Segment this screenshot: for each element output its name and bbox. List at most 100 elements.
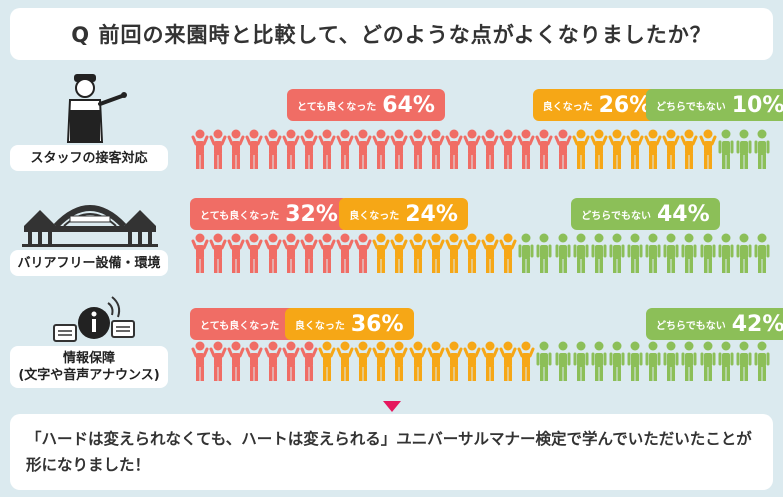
- pill-label: 良くなった: [294, 320, 345, 332]
- pill-value: 42%: [731, 311, 783, 337]
- person-icon-improved: [572, 129, 590, 169]
- person-icon-very-improved: [227, 341, 245, 381]
- person-icon-very-improved: [282, 129, 300, 169]
- person-icon-improved: [644, 129, 662, 169]
- person-icon-neutral: [754, 233, 770, 273]
- pill-value: 64%: [382, 92, 435, 118]
- person-icon-very-improved: [318, 233, 336, 273]
- pill-value: 24%: [405, 201, 458, 227]
- person-icon-very-improved: [209, 233, 227, 273]
- conclusion-box: 「ハードは変えられなくても、ハートは変えられる」ユニバーサルマナー検定で学んでい…: [10, 414, 773, 490]
- person-icon-improved: [445, 233, 463, 273]
- person-icon-very-improved: [245, 233, 263, 273]
- person-icon-neutral: [663, 341, 679, 381]
- person-icon-neutral: [718, 341, 734, 381]
- person-icon-very-improved: [354, 233, 372, 273]
- pill-improved: 良くなった 24%: [339, 198, 468, 230]
- person-icon-very-improved: [191, 129, 209, 169]
- person-icon-very-improved: [372, 129, 390, 169]
- person-icon-neutral: [536, 233, 552, 273]
- person-icon-improved: [481, 341, 499, 381]
- person-icon-very-improved: [336, 233, 354, 273]
- category-label-barrierfree: バリアフリー設備・環境: [10, 250, 168, 276]
- person-icon-neutral: [681, 341, 697, 381]
- person-icon-very-improved: [463, 129, 481, 169]
- person-icon-very-improved: [209, 341, 227, 381]
- person-icon-very-improved: [227, 233, 245, 273]
- person-icon-neutral: [736, 129, 752, 169]
- person-icon-neutral: [700, 341, 715, 381]
- person-icon-neutral: [573, 233, 589, 273]
- category-label-line: (文字や音声アナウンス): [18, 368, 160, 383]
- pill-label: どちらでもない: [656, 101, 726, 113]
- person-icon-very-improved: [318, 129, 336, 169]
- pill-label: とても良くなった: [200, 320, 280, 332]
- person-icon-improved: [336, 341, 354, 381]
- person-icon-very-improved: [245, 341, 263, 381]
- person-icon-improved: [608, 129, 626, 169]
- person-icon-improved: [372, 233, 390, 273]
- person-icon-neutral: [718, 129, 734, 169]
- pill-neutral: どちらでもない 10%: [646, 89, 783, 121]
- person-icon-improved: [318, 341, 336, 381]
- information-speech-icon: [53, 296, 135, 342]
- category-label-line: バリアフリー設備・環境: [17, 255, 161, 271]
- person-icon-very-improved: [282, 341, 300, 381]
- person-icon-improved: [590, 129, 608, 169]
- person-icon-neutral: [663, 233, 679, 273]
- person-icon-neutral: [573, 341, 589, 381]
- person-icon-very-improved: [445, 129, 463, 169]
- pill-value: 32%: [285, 201, 338, 227]
- person-icon-neutral: [736, 341, 752, 381]
- park-gate-icon: [22, 205, 158, 247]
- person-icon-very-improved: [517, 129, 535, 169]
- pill-value: 44%: [656, 201, 710, 227]
- person-icon-improved: [372, 341, 390, 381]
- person-icon-very-improved: [336, 129, 354, 169]
- person-icon-very-improved: [409, 129, 426, 169]
- question-box: Q 前回の来園時と比較して、どのような点がよくなりましたか？: [10, 8, 773, 60]
- person-icon-neutral: [700, 233, 715, 273]
- pill-label: どちらでもない: [656, 320, 726, 332]
- person-icon-very-improved: [245, 129, 263, 169]
- person-icon-improved: [409, 233, 426, 273]
- person-icon-improved: [499, 233, 517, 273]
- pill-value: 36%: [350, 311, 404, 337]
- person-icon-neutral: [627, 341, 643, 381]
- person-icon-very-improved: [499, 129, 517, 169]
- question-text: Q 前回の来園時と比較して、どのような点がよくなりましたか？: [71, 23, 712, 47]
- person-icon-very-improved: [354, 129, 372, 169]
- person-icon-neutral: [627, 233, 643, 273]
- person-icon-improved: [463, 233, 481, 273]
- person-icon-very-improved: [554, 129, 571, 169]
- person-icon-neutral: [681, 233, 697, 273]
- person-icon-improved: [427, 233, 445, 273]
- person-icon-very-improved: [390, 129, 408, 169]
- person-icon-very-improved: [191, 341, 209, 381]
- person-icon-neutral: [645, 341, 661, 381]
- person-icon-improved: [481, 233, 499, 273]
- pill-improved: 良くなった 26%: [532, 89, 662, 121]
- person-icon-very-improved: [191, 233, 209, 273]
- person-icon-neutral: [518, 233, 534, 273]
- pill-label: とても良くなった: [297, 101, 377, 113]
- category-label-staff: スタッフの接客対応: [10, 145, 168, 171]
- person-icon-neutral: [754, 341, 770, 381]
- person-icon-very-improved: [209, 129, 227, 169]
- category-label-line: 情報保障: [62, 351, 115, 366]
- pill-label: とても良くなった: [200, 210, 280, 222]
- person-icon-very-improved: [300, 129, 318, 169]
- person-icon-improved: [427, 341, 445, 381]
- person-icon-improved: [699, 129, 716, 169]
- pill-very-improved: とても良くなった 32%: [190, 198, 348, 230]
- pill-label: 良くなった: [349, 210, 400, 222]
- person-icon-improved: [390, 233, 408, 273]
- down-arrow-icon: [383, 401, 401, 412]
- person-icon-improved: [463, 341, 481, 381]
- person-icon-very-improved: [427, 129, 445, 169]
- person-icon-neutral: [645, 233, 661, 273]
- pill-neutral: どちらでもない 44%: [571, 198, 720, 230]
- person-icon-improved: [626, 129, 644, 169]
- person-icon-neutral: [718, 233, 734, 273]
- pill-value: 26%: [598, 92, 652, 118]
